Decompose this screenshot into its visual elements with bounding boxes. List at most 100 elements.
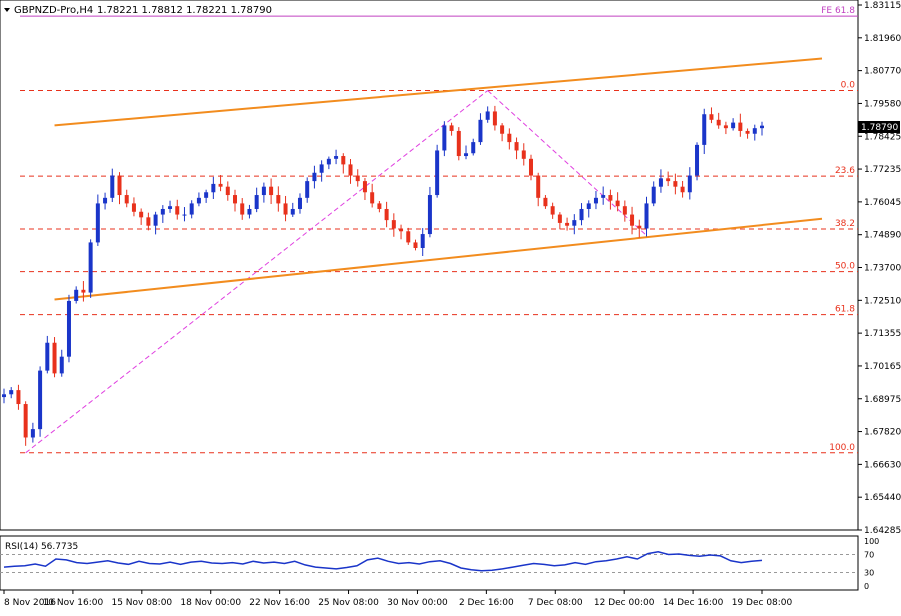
candle-body: [38, 370, 43, 430]
current-price-label: 1.78790: [861, 123, 898, 133]
candle-body: [240, 203, 245, 215]
candle-body: [622, 206, 627, 215]
price-panel[interactable]: [0, 0, 859, 531]
candle-body: [478, 119, 483, 143]
candle-body: [464, 153, 469, 157]
candle-body: [290, 208, 295, 215]
symbol-label: GBPNZD-Pro,H4: [14, 5, 93, 16]
price-tick-label: 1.65440: [864, 493, 901, 503]
candle-body: [752, 128, 757, 134]
candle-body: [709, 114, 714, 120]
candle-body: [334, 156, 339, 159]
price-tick-label: 1.68975: [864, 395, 901, 405]
current-price-marker: 1.78790: [858, 121, 900, 133]
candle-body: [261, 186, 266, 196]
candle-body: [103, 197, 108, 204]
time-tick-label: 22 Nov 16:00: [249, 598, 310, 608]
candle-body: [420, 234, 425, 248]
time-tick-label: 30 Nov 00:00: [387, 598, 448, 608]
rsi-line: [3, 551, 763, 572]
candle-body: [204, 192, 209, 198]
candle-body: [153, 214, 158, 226]
candle-body: [456, 130, 461, 157]
candle-body: [2, 394, 6, 398]
candle-body: [745, 130, 750, 134]
zigzag-lines: [25, 90, 647, 454]
candle-body: [377, 203, 382, 209]
candle-body: [716, 119, 721, 126]
candle-body: [225, 186, 230, 196]
candle-body: [471, 142, 476, 154]
candle-body: [644, 203, 649, 229]
candle-body: [341, 156, 346, 165]
candle-body: [23, 404, 28, 438]
candle-body: [247, 208, 252, 215]
candle-body: [702, 114, 707, 145]
candle-body: [435, 150, 440, 196]
candle-body: [362, 181, 367, 193]
candle-body: [680, 186, 685, 193]
candle-body: [319, 164, 324, 173]
price-tick-label: 1.83115: [864, 1, 901, 11]
candle-body: [30, 429, 35, 438]
price-axis: 1.83115 1.81960 1.80770 1.79580 1.78425 1.772…: [858, 1, 901, 536]
candle-body: [536, 175, 541, 198]
candle-body: [413, 242, 418, 248]
candle-body: [449, 125, 454, 131]
time-tick-label: 14 Dec 16:00: [663, 598, 724, 608]
candle-body: [74, 289, 79, 301]
candle-body: [507, 133, 512, 143]
time-tick-label: 7 Dec 08:00: [528, 598, 583, 608]
candle-body: [673, 181, 678, 187]
candle-body: [160, 208, 165, 215]
candle-body: [399, 228, 404, 232]
candle-body: [52, 342, 57, 374]
time-tick-label: 10 Nov 16:00: [43, 598, 104, 608]
candle-body: [572, 220, 577, 226]
candle-body: [760, 125, 764, 129]
price-tick-label: 1.80770: [864, 67, 901, 77]
chart-header: GBPNZD-Pro,H4 1.78221 1.78812 1.78221 1.…: [4, 5, 272, 16]
price-tick-label: 1.66630: [864, 460, 901, 470]
candle-body: [738, 122, 743, 131]
candle-body: [731, 122, 736, 129]
candlesticks: [2, 105, 764, 446]
fibonacci-levels: 0.0 23.6 38.2 50.0 61.8 100.0 FE 61.8: [20, 6, 858, 454]
candle-body: [586, 203, 591, 209]
candle-body: [695, 144, 700, 176]
price-tick-label: 1.71355: [864, 329, 901, 339]
candle-body: [110, 175, 115, 198]
price-tick-label: 1.70165: [864, 362, 901, 372]
rsi-indicator: 100 70 30 0: [0, 537, 879, 591]
candle-body: [269, 186, 274, 196]
candle-body: [557, 214, 562, 223]
candle-body: [406, 231, 411, 243]
candle-body: [139, 211, 144, 218]
trend-channel: [54, 57, 823, 301]
time-tick-label: 15 Nov 08:00: [111, 598, 172, 608]
price-tick-label: 1.81960: [864, 34, 901, 44]
candle-body: [442, 125, 447, 151]
candle-body: [427, 195, 432, 235]
dropdown-triangle-icon[interactable]: [4, 8, 10, 12]
candle-body: [521, 150, 526, 159]
rsi-axis-label: 0: [864, 582, 869, 591]
candle-body: [66, 300, 71, 357]
candle-body: [658, 178, 663, 187]
candle-body: [637, 225, 642, 229]
fib-level-label: 61.8: [835, 305, 855, 315]
candle-body: [593, 197, 598, 204]
candle-body: [254, 195, 259, 209]
price-tick-label: 1.73700: [864, 264, 901, 274]
price-tick-label: 1.78425: [864, 132, 901, 142]
time-tick-label: 25 Nov 08:00: [318, 598, 379, 608]
price-tick-label: 1.77235: [864, 165, 901, 175]
price-tick-label: 1.72510: [864, 296, 901, 306]
rsi-panel[interactable]: [0, 535, 859, 591]
candle-body: [500, 125, 505, 134]
candle-body: [283, 203, 288, 215]
time-tick-label: 19 Dec 08:00: [732, 598, 793, 608]
rsi-axis-label: 30: [864, 569, 874, 578]
